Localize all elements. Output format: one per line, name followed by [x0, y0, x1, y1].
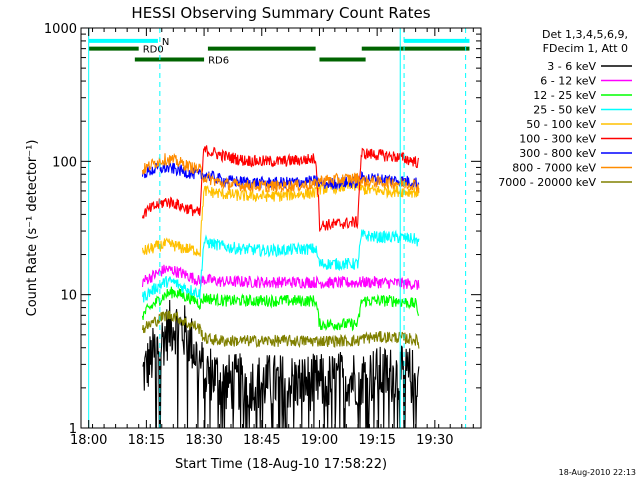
- series-line: [141, 177, 420, 257]
- series-layer: [141, 145, 420, 429]
- series-line: [141, 229, 420, 303]
- legend-entry-label: 12 - 25 keV: [533, 89, 596, 102]
- vline-layer: [88, 28, 467, 428]
- legend-entry-label: 50 - 100 keV: [526, 118, 596, 131]
- x-tick-label: 18:00: [70, 433, 107, 448]
- legend-entry-label: 3 - 6 keV: [547, 60, 596, 73]
- y-tick-label: 1000: [44, 22, 77, 37]
- y-tick-label: 1: [69, 422, 77, 437]
- legend-entry-label: 800 - 7000 keV: [512, 162, 596, 175]
- x-axis-label: Start Time (18-Aug-10 17:58:22): [175, 457, 387, 472]
- series-line: [141, 310, 420, 349]
- flag-label: RD0: [143, 45, 164, 56]
- x-tick-label: 19:15: [358, 433, 395, 448]
- y-tick-label: 100: [52, 155, 77, 170]
- plot-frame: [80, 27, 482, 429]
- legend-entry-label: 100 - 300 keV: [519, 133, 596, 146]
- timestamp: 18-Aug-2010 22:13: [559, 468, 636, 477]
- legend-header-line2: FDecim 1, Att 0: [543, 42, 628, 55]
- legend-entry-label: 25 - 50 keV: [533, 104, 596, 117]
- legend-entry-label: 300 - 800 keV: [519, 147, 596, 160]
- series-line: [141, 152, 420, 193]
- chart-title: HESSI Observing Summary Count Rates: [131, 4, 430, 22]
- y-tick-label: 10: [60, 289, 77, 304]
- x-tick-label: 19:00: [301, 433, 338, 448]
- x-axis: 18:00 18:15 18:30 18:45 19:00 19:15 19:30: [70, 28, 474, 448]
- x-tick-label: 18:15: [128, 433, 165, 448]
- series-line: [142, 299, 420, 429]
- x-tick-label: 18:45: [243, 433, 280, 448]
- legend-entry-label: 6 - 12 keV: [540, 75, 596, 88]
- flag-label: N: [162, 37, 169, 48]
- flag-label: RD6: [208, 56, 229, 67]
- legend-entry-label: 7000 - 20000 keV: [498, 176, 596, 189]
- series-line: [141, 286, 420, 332]
- y-axis-label: Count Rate (s⁻¹ detector⁻¹): [25, 140, 40, 317]
- x-tick-label: 18:30: [185, 433, 222, 448]
- x-tick-label: 19:30: [416, 433, 453, 448]
- y-axis: 1 10 100 1000: [44, 22, 481, 437]
- series-line: [141, 264, 420, 290]
- legend-header-line1: Det 1,3,4,5,6,9,: [542, 28, 628, 41]
- series-line: [141, 145, 420, 232]
